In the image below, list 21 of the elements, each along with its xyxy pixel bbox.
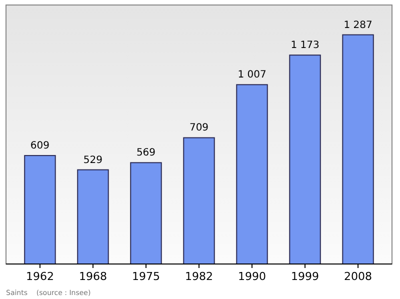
bar: [183, 137, 215, 264]
x-tick-label: 1999: [291, 270, 320, 283]
x-tick-label: 1975: [132, 270, 160, 283]
x-tick-label: 1990: [238, 270, 266, 283]
data-label: 1 007: [238, 70, 266, 81]
bar: [77, 169, 109, 264]
bar: [24, 155, 56, 264]
bar: [289, 54, 321, 264]
data-label: 1 287: [344, 20, 372, 31]
bar: [236, 84, 268, 264]
data-label: 529: [83, 154, 103, 166]
bar: [130, 162, 162, 264]
bar: [342, 34, 374, 264]
x-tick-label: 1968: [78, 270, 107, 283]
data-label: 709: [189, 122, 209, 134]
x-tick-label: 1982: [185, 270, 213, 283]
x-tick-label: 2008: [344, 270, 372, 283]
x-tick-label: 1962: [26, 270, 54, 283]
data-label: 569: [136, 148, 156, 159]
data-label: 1 173: [290, 40, 320, 52]
data-label: 609: [30, 140, 50, 152]
